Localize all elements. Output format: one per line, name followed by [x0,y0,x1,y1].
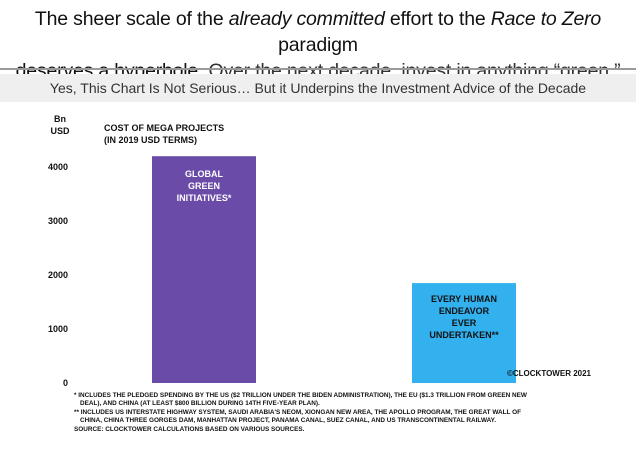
footnote-line: SOURCE: CLOCKTOWER CALCULATIONS BASED ON… [74,425,305,433]
footnote-line: DEAL), AND CHINA (AT LEAST $800 BILLION … [80,400,320,408]
bar-label-line: UNDERTAKEN** [429,330,499,341]
y-tick-label: 1000 [48,324,68,334]
bar-label-line: INITIATIVES* [176,193,232,204]
bar-label-line: GREEN [187,181,220,192]
headline-text: The sheer scale of the [34,8,229,30]
footnote-line: CHINA, CHINA THREE GORGES DAM, MANHATTAN… [80,417,496,425]
bar-label: EVERY HUMAN ENDEAVOR EVER UNDERTAKEN** [412,293,516,341]
divider [0,68,636,70]
bar-label-line: EVERY HUMAN [430,294,497,305]
y-axis-label: Bn USD [40,113,80,137]
bar-label-line: EVER [451,318,477,329]
y-axis-label-line: USD [50,126,70,136]
chart-title-line: COST OF MEGA PROJECTS [104,123,225,133]
footnotes: * INCLUDES THE PLEDGED SPENDING BY THE U… [74,392,604,434]
bar-label-line: GLOBAL [185,169,223,180]
headline-text: paradigm [278,34,358,56]
y-tick-label: 3000 [48,216,68,226]
bar [412,283,516,383]
copyright-credit: ©CLOCKTOWER 2021 [507,369,591,378]
y-tick-label: 0 [63,378,68,388]
footnote-line: * INCLUDES THE PLEDGED SPENDING BY THE U… [74,392,527,399]
headline-italic-text: already committed [228,8,385,30]
headline-italic-text: Race to Zero [490,8,602,30]
bar [152,156,256,383]
subtitle: Yes, This Chart Is Not Serious… But it U… [0,74,636,102]
bar-label: GLOBAL GREEN INITIATIVES* [152,168,256,204]
footnote-line: ** INCLUDES US INTERSTATE HIGHWAY SYSTEM… [74,408,521,416]
bar-label-line: ENDEAVOR [438,306,490,317]
chart-title: COST OF MEGA PROJECTS (IN 2019 USD TERMS… [104,122,224,146]
headline-text: effort to the [384,8,491,30]
y-tick-label: 4000 [48,162,68,172]
y-axis-label-line: Bn [54,114,66,124]
chart-title-line: (IN 2019 USD TERMS) [104,135,198,145]
y-tick-label: 2000 [48,270,68,280]
headline-line-1: The sheer scale of the already committed… [0,6,636,58]
